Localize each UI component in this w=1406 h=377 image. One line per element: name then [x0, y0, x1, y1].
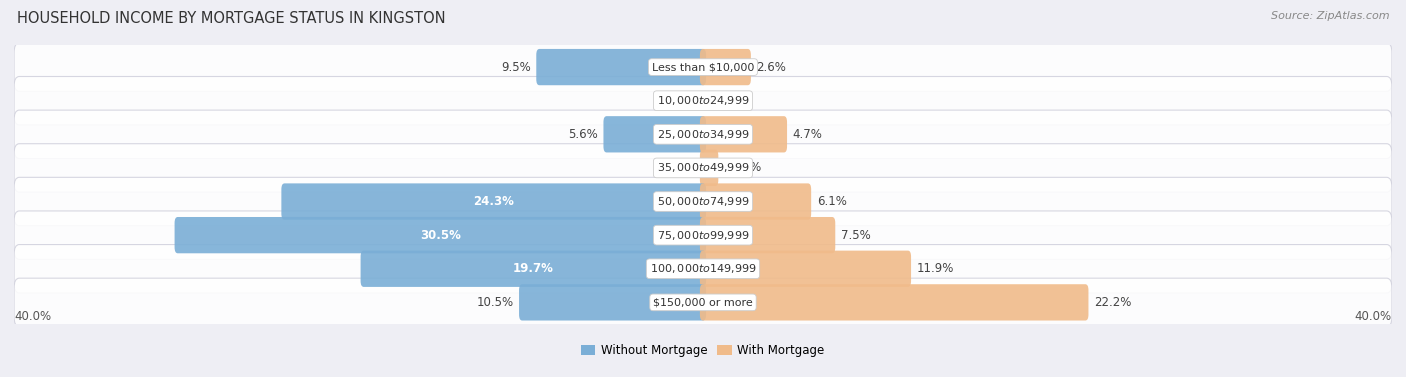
Text: 40.0%: 40.0% — [1355, 310, 1392, 323]
Text: $75,000 to $99,999: $75,000 to $99,999 — [657, 228, 749, 242]
Text: 0.0%: 0.0% — [665, 94, 695, 107]
Text: 10.5%: 10.5% — [477, 296, 513, 309]
FancyBboxPatch shape — [700, 251, 911, 287]
Text: $35,000 to $49,999: $35,000 to $49,999 — [657, 161, 749, 175]
FancyBboxPatch shape — [360, 251, 706, 287]
FancyBboxPatch shape — [14, 211, 1392, 259]
Text: Source: ZipAtlas.com: Source: ZipAtlas.com — [1271, 11, 1389, 21]
Text: 40.0%: 40.0% — [14, 310, 51, 323]
Text: $10,000 to $24,999: $10,000 to $24,999 — [657, 94, 749, 107]
Text: 2.6%: 2.6% — [756, 61, 786, 74]
FancyBboxPatch shape — [14, 43, 1392, 91]
Text: $25,000 to $34,999: $25,000 to $34,999 — [657, 128, 749, 141]
FancyBboxPatch shape — [700, 284, 1088, 320]
Text: 22.2%: 22.2% — [1094, 296, 1132, 309]
Text: HOUSEHOLD INCOME BY MORTGAGE STATUS IN KINGSTON: HOUSEHOLD INCOME BY MORTGAGE STATUS IN K… — [17, 11, 446, 26]
FancyBboxPatch shape — [700, 49, 751, 85]
Text: 19.7%: 19.7% — [513, 262, 554, 275]
Text: 30.5%: 30.5% — [420, 228, 461, 242]
Text: 4.7%: 4.7% — [793, 128, 823, 141]
Text: 5.6%: 5.6% — [568, 128, 598, 141]
FancyBboxPatch shape — [14, 77, 1392, 125]
FancyBboxPatch shape — [14, 245, 1392, 293]
FancyBboxPatch shape — [700, 150, 718, 186]
Text: 0.71%: 0.71% — [724, 161, 761, 175]
FancyBboxPatch shape — [14, 144, 1392, 192]
Text: Less than $10,000: Less than $10,000 — [652, 62, 754, 72]
FancyBboxPatch shape — [519, 284, 706, 320]
Text: 11.9%: 11.9% — [917, 262, 953, 275]
FancyBboxPatch shape — [14, 278, 1392, 326]
FancyBboxPatch shape — [14, 177, 1392, 226]
Text: 0.0%: 0.0% — [711, 94, 741, 107]
FancyBboxPatch shape — [603, 116, 706, 152]
Legend: Without Mortgage, With Mortgage: Without Mortgage, With Mortgage — [581, 344, 825, 357]
Text: 6.1%: 6.1% — [817, 195, 846, 208]
FancyBboxPatch shape — [536, 49, 706, 85]
Text: $150,000 or more: $150,000 or more — [654, 297, 752, 307]
FancyBboxPatch shape — [700, 183, 811, 220]
Text: 24.3%: 24.3% — [474, 195, 515, 208]
Text: $100,000 to $149,999: $100,000 to $149,999 — [650, 262, 756, 275]
Text: 7.5%: 7.5% — [841, 228, 870, 242]
Text: 0.0%: 0.0% — [665, 161, 695, 175]
FancyBboxPatch shape — [281, 183, 706, 220]
FancyBboxPatch shape — [700, 217, 835, 253]
FancyBboxPatch shape — [14, 110, 1392, 158]
FancyBboxPatch shape — [700, 116, 787, 152]
Text: $50,000 to $74,999: $50,000 to $74,999 — [657, 195, 749, 208]
Text: 9.5%: 9.5% — [501, 61, 531, 74]
FancyBboxPatch shape — [174, 217, 706, 253]
